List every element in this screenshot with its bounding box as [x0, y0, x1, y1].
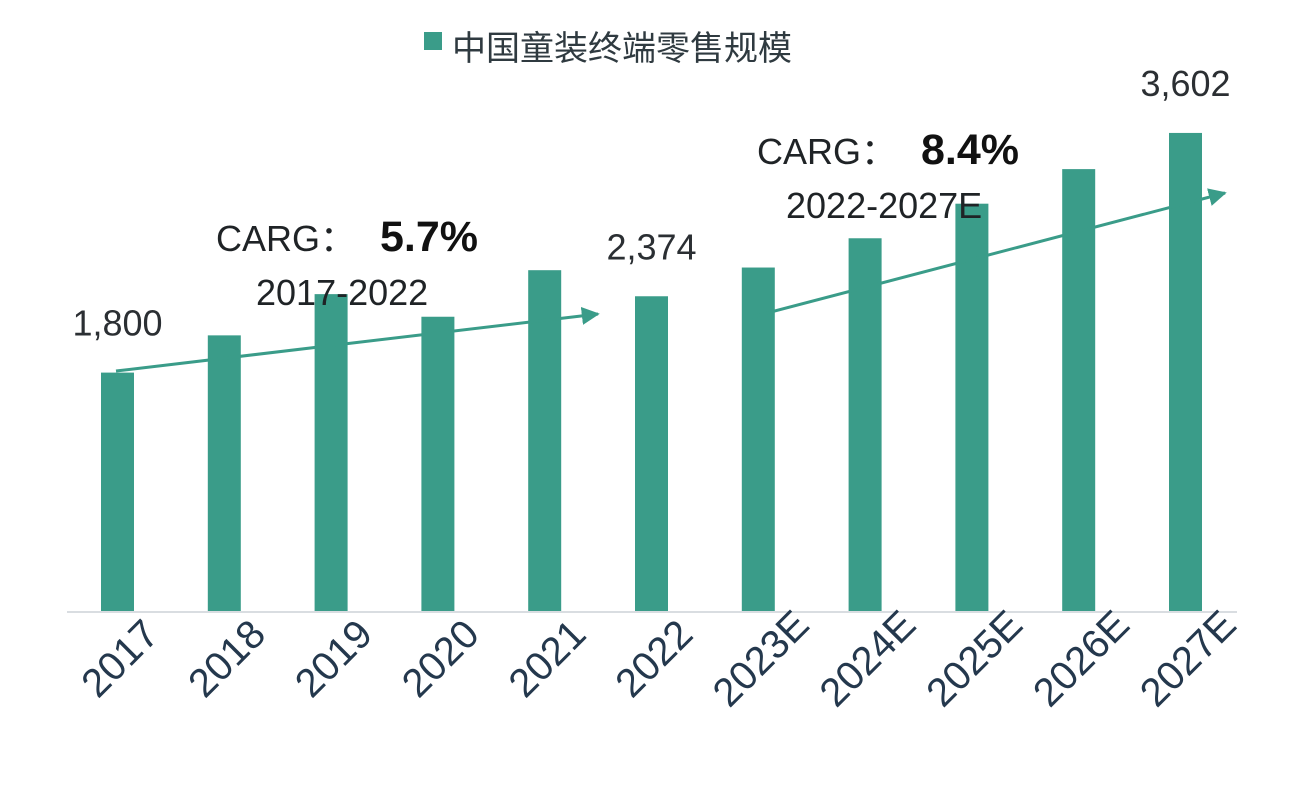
- bar-2024e: [848, 238, 882, 612]
- legend: 中国童装终端零售规模: [424, 29, 792, 69]
- growth-label-1: CARG：: [216, 218, 356, 259]
- growth-value-2: 8.4%: [921, 126, 1019, 174]
- data-label-2022: 2,374: [606, 226, 696, 267]
- x-tick-2018: 2018: [180, 612, 274, 706]
- x-tick-2027e: 2027E: [1132, 602, 1245, 715]
- growth-arrow-1: [115, 306, 600, 373]
- x-tick-2019: 2019: [287, 612, 381, 706]
- growth-annotation-2: CARG： 8.4% 2022-2027E: [747, 126, 1227, 320]
- data-label-2017: 1,800: [72, 303, 162, 344]
- bar-2022: [635, 296, 668, 612]
- data-label-2027e: 3,602: [1140, 63, 1230, 104]
- x-tick-2021: 2021: [500, 612, 594, 706]
- x-tick-2017: 2017: [73, 612, 167, 706]
- bars-group: [101, 132, 1202, 613]
- legend-swatch: [424, 32, 442, 50]
- bar-2019: [314, 294, 348, 612]
- bar-2023e: [741, 267, 775, 612]
- growth-period-1: 2017-2022: [256, 272, 428, 313]
- growth-label-2: CARG：: [757, 131, 897, 172]
- bar-2026e: [1062, 169, 1096, 613]
- bar-2021: [528, 270, 562, 612]
- value-labels-group: 1,800 2,374 3,602: [72, 63, 1230, 344]
- x-tick-2025e: 2025E: [918, 602, 1031, 715]
- growth-period-2: 2022-2027E: [786, 185, 982, 226]
- x-tick-2023e: 2023E: [705, 602, 818, 715]
- bar-2017: [101, 372, 134, 612]
- growth-arrow-2: [747, 188, 1227, 320]
- growth-value-1: 5.7%: [380, 213, 478, 261]
- growth-annotation-1: CARG： 5.7% 2017-2022: [115, 213, 600, 373]
- x-tick-2026e: 2026E: [1025, 602, 1138, 715]
- x-tick-2022: 2022: [607, 612, 701, 706]
- bar-2018: [207, 335, 241, 612]
- bar-2020: [421, 316, 455, 612]
- x-tick-2020: 2020: [394, 612, 488, 706]
- x-axis-ticks-group: 2017 2018 2019 2020 2021 2022 2023E2024E2025E2…: [73, 602, 1244, 715]
- legend-label: 中国童装终端零售规模: [452, 29, 792, 69]
- x-tick-2024e: 2024E: [811, 602, 924, 715]
- bar-2025e: [955, 203, 989, 612]
- bar-2027e: [1169, 132, 1202, 612]
